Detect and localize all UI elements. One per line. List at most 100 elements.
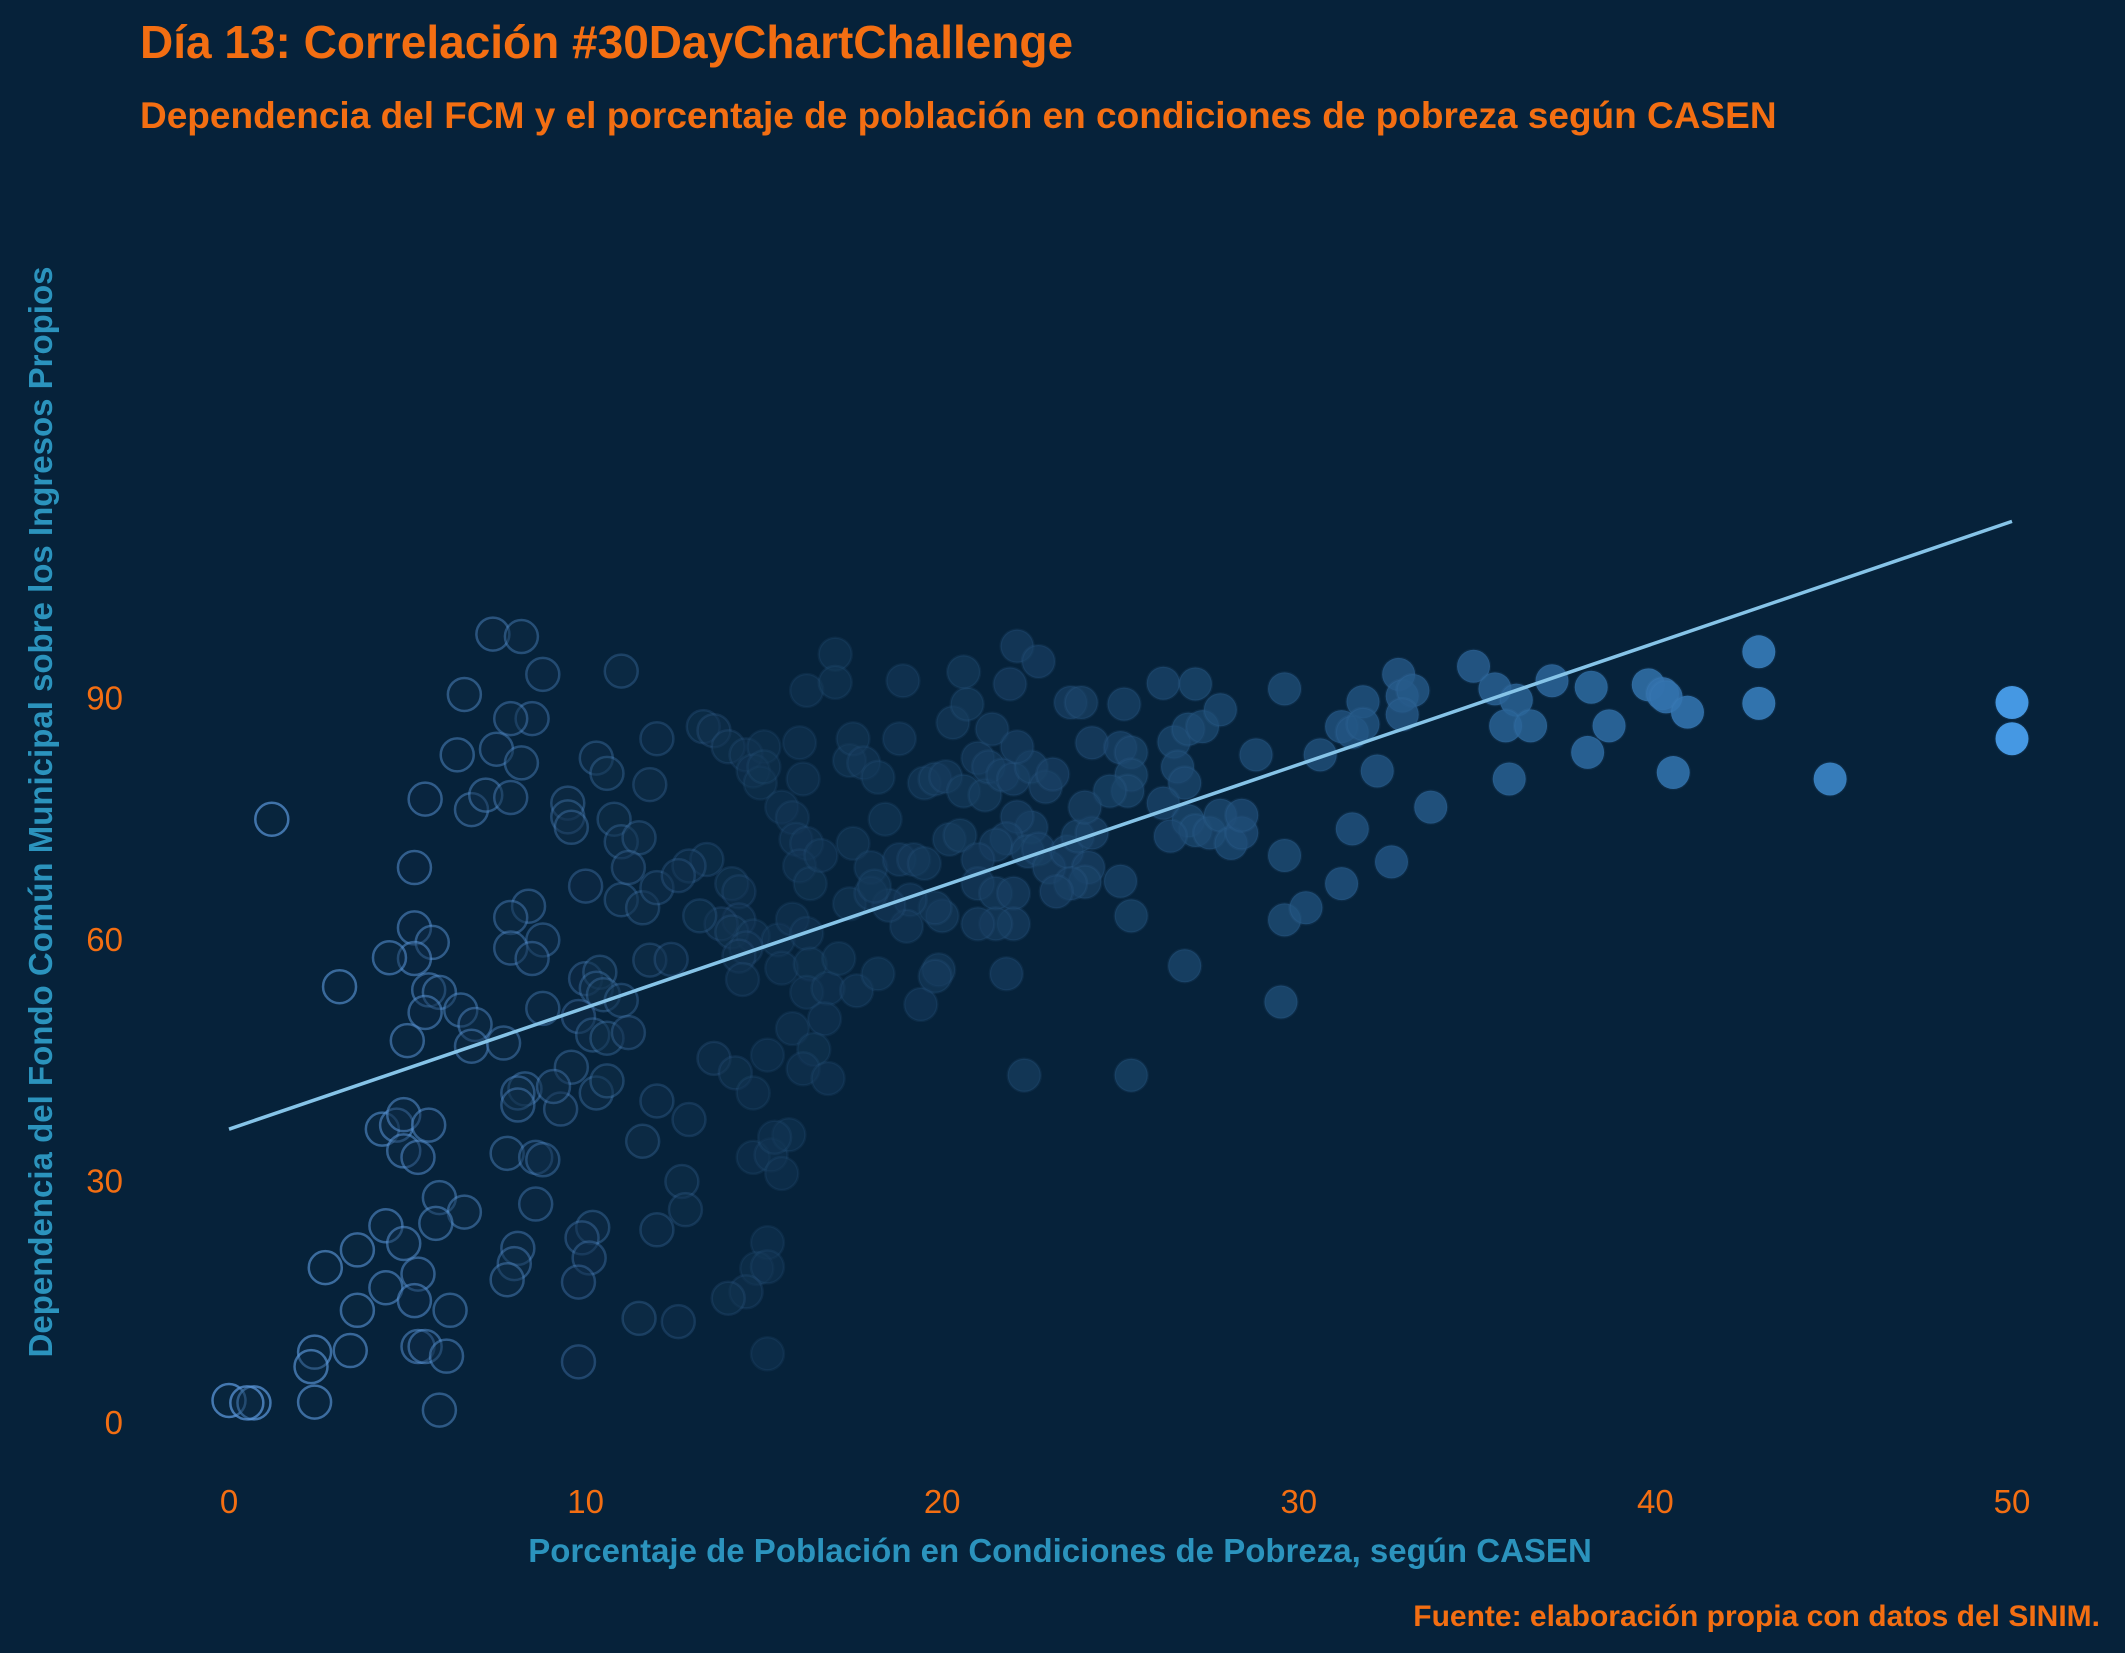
data-point [550,799,586,835]
data-point [582,954,618,990]
data-point [1591,708,1627,744]
data-point [371,939,408,976]
data-point [1994,684,2030,721]
data-point [960,906,996,942]
data-point [624,1123,661,1159]
data-point [1113,898,1149,934]
y-tick-label: 60 [86,921,123,958]
data-point [749,1037,786,1073]
data-point [1302,737,1338,773]
data-point [478,731,515,767]
data-point [881,721,918,757]
data-point [610,1014,647,1051]
data-point [492,700,529,737]
data-point [632,766,668,803]
data-point [621,820,657,856]
x-axis-title: Porcentaje de Población en Condiciones d… [528,1532,1592,1569]
trend-line [228,519,2013,1131]
data-point [560,1264,597,1300]
data-point [410,972,447,1008]
data-point [407,1328,443,1365]
data-point [1092,773,1128,809]
data-point [503,745,540,781]
data-point [1177,666,1214,702]
data-point [364,1111,401,1147]
data-point [332,1332,368,1369]
data-point [428,1338,465,1374]
data-point [293,1348,329,1385]
data-point [492,930,529,966]
data-point [621,1300,657,1337]
y-axis-ticks: 0 30 60 90 [86,680,123,1442]
data-point [974,711,1010,747]
data-point [1455,648,1492,685]
data-point [1102,863,1139,899]
data-point [492,899,529,936]
data-point [1288,890,1324,926]
data-point [1145,665,1182,701]
data-point [421,974,458,1011]
data-point [1994,721,2030,757]
data-point [400,1256,436,1292]
data-point [671,1101,707,1138]
data-point [446,676,483,713]
data-point [553,809,590,846]
data-point [803,837,839,874]
x-tick-label: 30 [1280,1483,1317,1520]
data-point [992,666,1028,702]
data-point [1512,708,1549,744]
data-point [514,940,550,977]
data-point [475,616,511,652]
data-point [396,1282,433,1319]
y-axis-title: Dependencia del Fondo Común Municipal so… [22,267,59,1358]
x-tick-label: 20 [924,1483,961,1520]
data-point [1573,669,1609,705]
data-point [396,940,433,977]
data-point [746,749,782,785]
data-point [418,1205,454,1242]
data-point [443,992,479,1028]
data-point [525,656,561,693]
data-point [550,785,586,821]
data-point [1034,756,1071,792]
data-point [229,1385,265,1421]
data-point [385,1225,422,1262]
data-point [1145,785,1182,821]
data-point [1223,797,1260,833]
data-point [660,1303,697,1340]
data-point [1166,948,1203,984]
data-point [1534,663,1570,699]
data-point [496,1245,533,1282]
data-point [821,940,857,977]
data-point [1106,686,1142,722]
data-point [735,1075,771,1111]
data-point [368,1208,404,1244]
data-point [639,1212,675,1248]
data-point [810,1060,846,1097]
data-point [339,1232,376,1268]
data-point [749,1249,786,1285]
data-point [1359,753,1396,789]
data-point [396,849,433,886]
data-point [1569,734,1606,771]
data-point [489,1261,525,1298]
data-point [1263,984,1299,1020]
data-point [1006,1057,1042,1093]
data-point [574,1209,611,1246]
data-point [1067,789,1103,825]
data-point [567,868,604,904]
y-tick-label: 90 [86,680,123,717]
data-point [1345,706,1381,743]
data-point [503,618,540,655]
data-point [1373,844,1410,880]
chart-subtitle: Dependencia del FCM y el porcentaje de p… [140,95,1777,136]
x-tick-label: 10 [567,1483,604,1520]
data-point [407,781,443,817]
chart-title: Día 13: Correlación #30DayChartChallenge [140,16,1073,68]
data-point [407,994,443,1031]
data-point [1266,837,1303,874]
data-point [1063,684,1100,721]
data-point [571,1240,607,1276]
data-point [400,1139,436,1176]
